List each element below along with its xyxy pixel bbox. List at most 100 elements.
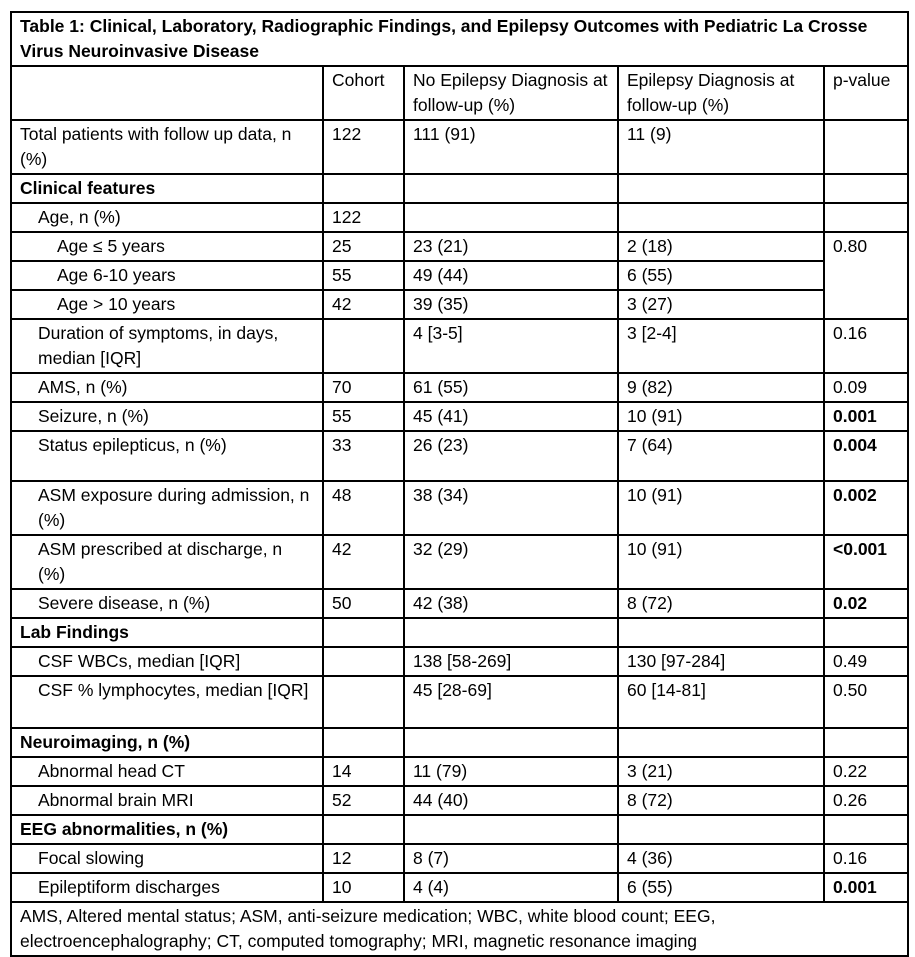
duration-of-symptoms-p-value: 0.16 (822, 318, 910, 374)
row-seizure: Seizure, n (%) 55 45 (41) 10 (91) 0.001 (10, 401, 910, 432)
epileptiform-discharges-label: Epileptiform discharges (10, 872, 324, 903)
column-header-row: Cohort No Epilepsy Diagnosis at follow-up… (10, 65, 910, 121)
row-lab-findings: Lab Findings (10, 617, 910, 648)
total-patients-p-value (822, 119, 910, 175)
duration-of-symptoms-cohort (322, 318, 405, 374)
clinical-outcomes-table: Table 1: Clinical, Laboratory, Radiograp… (9, 11, 910, 957)
seizure-label: Seizure, n (%) (10, 401, 324, 432)
csf-lymphocytes-label: CSF % lymphocytes, median [IQR] (10, 675, 324, 729)
duration-of-symptoms-no-epilepsy: 4 [3-5] (403, 318, 619, 374)
eeg-abnormalities-p-value (822, 814, 910, 845)
epileptiform-discharges-cohort: 10 (322, 872, 405, 903)
epileptiform-discharges-no-epilepsy: 4 (4) (403, 872, 619, 903)
total-patients-cohort: 122 (322, 119, 405, 175)
seizure-cohort: 55 (322, 401, 405, 432)
total-patients-label: Total patients with follow up data, n (%… (10, 119, 324, 175)
neuroimaging-epilepsy (617, 727, 825, 758)
abnormal-head-ct-label: Abnormal head CT (10, 756, 324, 787)
seizure-epilepsy: 10 (91) (617, 401, 825, 432)
age-6-10-years-epilepsy: 6 (55) (617, 260, 825, 291)
focal-slowing-epilepsy: 4 (36) (617, 843, 825, 874)
asm-prescribed-at-discharge-epilepsy: 10 (91) (617, 534, 825, 590)
asm-exposure-during-admission-cohort: 48 (322, 480, 405, 536)
status-epilepticus-no-epilepsy: 26 (23) (403, 430, 619, 482)
table-title: Table 1: Clinical, Laboratory, Radiograp… (9, 11, 910, 67)
epileptiform-discharges-p-value: 0.001 (822, 872, 910, 903)
age-6-10-years-no-epilepsy: 49 (44) (403, 260, 619, 291)
table-title-row: Table 1: Clinical, Laboratory, Radiograp… (9, 11, 910, 67)
ams-label: AMS, n (%) (10, 372, 324, 403)
row-clinical-features: Clinical features (10, 173, 910, 204)
row-epileptiform-discharges: Epileptiform discharges 10 4 (4) 6 (55) 0.00… (10, 872, 910, 903)
row-ams: AMS, n (%) 70 61 (55) 9 (82) 0.09 (10, 372, 910, 403)
seizure-no-epilepsy: 45 (41) (403, 401, 619, 432)
asm-prescribed-at-discharge-cohort: 42 (322, 534, 405, 590)
neuroimaging-no-epilepsy (403, 727, 619, 758)
row-asm-exposure-during-admission: ASM exposure during admission, n (%) 48 38… (10, 480, 910, 536)
csf-wbcs-label: CSF WBCs, median [IQR] (10, 646, 324, 677)
clinical-features-p-value (822, 173, 910, 204)
clinical-features-label: Clinical features (10, 173, 324, 204)
severe-disease-p-value: 0.02 (822, 588, 910, 619)
asm-prescribed-at-discharge-p-value: <0.001 (822, 534, 910, 590)
column-header-epilepsy: Epilepsy Diagnosis at follow-up (%) (617, 65, 825, 121)
ams-cohort: 70 (322, 372, 405, 403)
eeg-abnormalities-no-epilepsy (403, 814, 619, 845)
age-gt-10-years-no-epilepsy: 39 (35) (403, 289, 619, 320)
lab-findings-cohort (322, 617, 405, 648)
row-neuroimaging: Neuroimaging, n (%) (10, 727, 910, 758)
eeg-abnormalities-epilepsy (617, 814, 825, 845)
neuroimaging-label: Neuroimaging, n (%) (10, 727, 324, 758)
age-cohort: 122 (322, 202, 405, 233)
age-le-5-years-label: Age ≤ 5 years (10, 231, 324, 262)
column-header-p-value: p-value (822, 65, 910, 121)
age-gt-10-years-cohort: 42 (322, 289, 405, 320)
total-patients-epilepsy: 11 (9) (617, 119, 825, 175)
asm-exposure-during-admission-p-value: 0.002 (822, 480, 910, 536)
abnormal-brain-mri-label: Abnormal brain MRI (10, 785, 324, 816)
age-epilepsy (617, 202, 825, 233)
clinical-features-no-epilepsy (403, 173, 619, 204)
row-csf-wbcs: CSF WBCs, median [IQR] 138 [58-269] 130 [9… (10, 646, 910, 677)
row-total-patients: Total patients with follow up data, n (%… (10, 119, 910, 175)
lab-findings-no-epilepsy (403, 617, 619, 648)
csf-lymphocytes-epilepsy: 60 [14-81] (617, 675, 825, 729)
abnormal-head-ct-p-value: 0.22 (822, 756, 910, 787)
age-le-5-years-cohort: 25 (322, 231, 405, 262)
total-patients-no-epilepsy: 111 (91) (403, 119, 619, 175)
severe-disease-epilepsy: 8 (72) (617, 588, 825, 619)
abnormal-brain-mri-p-value: 0.26 (822, 785, 910, 816)
clinical-features-cohort (322, 173, 405, 204)
row-severe-disease: Severe disease, n (%) 50 42 (38) 8 (72) 0.02 (10, 588, 910, 619)
age-gt-10-years-label: Age > 10 years (10, 289, 324, 320)
table-footnote: AMS, Altered mental status; ASM, anti-se… (9, 901, 910, 957)
row-duration-of-symptoms: Duration of symptoms, in days, median [I… (10, 318, 910, 374)
eeg-abnormalities-label: EEG abnormalities, n (%) (10, 814, 324, 845)
row-age-gt-10-years: Age > 10 years 42 39 (35) 3 (27) (10, 289, 908, 320)
row-status-epilepticus: Status epilepticus, n (%) 33 26 (23) 7 (64)… (10, 430, 910, 482)
status-epilepticus-label: Status epilepticus, n (%) (10, 430, 324, 482)
csf-wbcs-epilepsy: 130 [97-284] (617, 646, 825, 677)
age-le-5-years-p-value: 0.80 (822, 231, 910, 320)
focal-slowing-no-epilepsy: 8 (7) (403, 843, 619, 874)
abnormal-head-ct-cohort: 14 (322, 756, 405, 787)
age-no-epilepsy (403, 202, 619, 233)
focal-slowing-cohort: 12 (322, 843, 405, 874)
status-epilepticus-cohort: 33 (322, 430, 405, 482)
age-6-10-years-label: Age 6-10 years (10, 260, 324, 291)
age-le-5-years-no-epilepsy: 23 (21) (403, 231, 619, 262)
abnormal-brain-mri-epilepsy: 8 (72) (617, 785, 825, 816)
focal-slowing-p-value: 0.16 (822, 843, 910, 874)
status-epilepticus-epilepsy: 7 (64) (617, 430, 825, 482)
footnote-row: AMS, Altered mental status; ASM, anti-se… (9, 901, 910, 957)
eeg-abnormalities-cohort (322, 814, 405, 845)
row-abnormal-head-ct: Abnormal head CT 14 11 (79) 3 (21) 0.22 (10, 756, 910, 787)
row-asm-prescribed-at-discharge: ASM prescribed at discharge, n (%) 42 32 (… (10, 534, 910, 590)
severe-disease-cohort: 50 (322, 588, 405, 619)
ams-epilepsy: 9 (82) (617, 372, 825, 403)
duration-of-symptoms-epilepsy: 3 [2-4] (617, 318, 825, 374)
lab-findings-epilepsy (617, 617, 825, 648)
abnormal-brain-mri-no-epilepsy: 44 (40) (403, 785, 619, 816)
row-csf-lymphocytes: CSF % lymphocytes, median [IQR] 45 [28-69… (10, 675, 910, 729)
age-label: Age, n (%) (10, 202, 324, 233)
